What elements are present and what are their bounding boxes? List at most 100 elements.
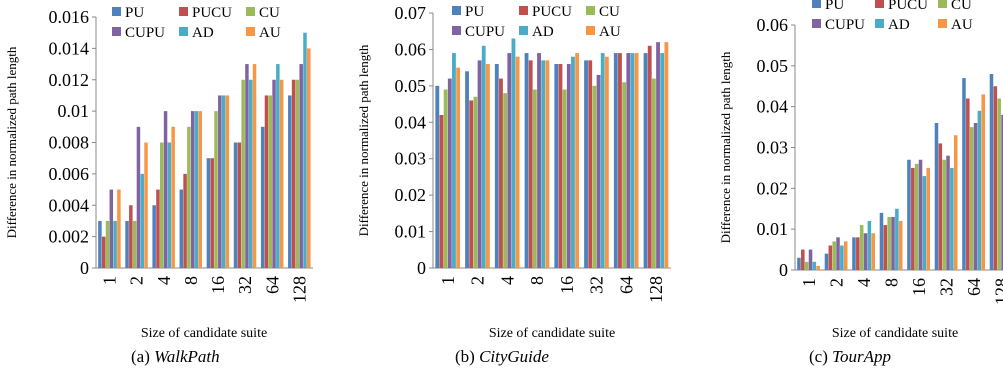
- bar-pu: [554, 64, 559, 268]
- x-tick-label: 64: [262, 276, 282, 294]
- y-tick-label: 0.004: [49, 195, 90, 215]
- bar-pu: [584, 60, 588, 268]
- bar-pu: [206, 158, 211, 268]
- bar-pu: [260, 126, 265, 268]
- caption-c-label: (c): [809, 347, 828, 366]
- y-tick-label: 0: [417, 258, 426, 278]
- legend-label-pu: PU: [825, 0, 844, 13]
- bar-cu: [832, 241, 836, 270]
- bar-cupu: [272, 79, 276, 268]
- bar-cu: [859, 225, 864, 270]
- bar-pu: [797, 257, 801, 270]
- y-tick-label: 0: [779, 260, 788, 280]
- bar-ad: [922, 176, 927, 270]
- bar-au: [456, 67, 461, 268]
- x-tick-label: 16: [208, 276, 228, 294]
- bar-ad: [571, 56, 575, 269]
- bar-ad: [276, 64, 280, 268]
- bar-cu: [214, 111, 218, 269]
- y-tick-label: 0.06: [395, 39, 427, 59]
- y-tick-label: 0.02: [757, 178, 789, 198]
- bar-pu: [962, 78, 966, 270]
- bar-pucu: [618, 53, 622, 268]
- x-tick-label: 8: [181, 276, 201, 285]
- legend-swatch-ad: [179, 27, 188, 36]
- legend-swatch-cupu: [452, 26, 461, 35]
- bar-au: [485, 64, 490, 268]
- y-tick-label: 0.016: [49, 7, 90, 27]
- bar-pu: [824, 253, 829, 270]
- y-tick-label: 0.04: [395, 112, 427, 132]
- bar-ad: [867, 221, 872, 270]
- bar-cu: [105, 220, 110, 268]
- bar-cu: [997, 98, 1001, 270]
- chart-a: 0 0.002 0.004 0.006 0.008 0.01 0.012 0.014 0.016…: [4, 5, 313, 341]
- bar-pucu: [237, 142, 242, 268]
- bar-pucu: [883, 225, 888, 270]
- bar-cu: [268, 95, 273, 268]
- bar-cupu: [973, 123, 978, 270]
- y-tick-label: 0.05: [757, 56, 789, 76]
- y-tick-label: 0: [80, 258, 89, 278]
- bar-cupu: [626, 53, 631, 268]
- bar-pucu: [966, 98, 970, 270]
- bar-ad: [630, 53, 635, 268]
- bar-cupu: [566, 64, 571, 268]
- bar-pu: [288, 95, 292, 268]
- legend-swatch-pucu: [179, 7, 188, 16]
- bar-au: [144, 142, 148, 268]
- bar-cupu: [477, 60, 482, 268]
- bar-ad: [303, 32, 307, 268]
- bar-pucu: [938, 143, 943, 270]
- bar-ad: [600, 53, 605, 268]
- bar-pucu: [210, 158, 214, 268]
- bar-cu: [651, 78, 656, 268]
- bar-cupu: [163, 111, 168, 269]
- bar-ad: [660, 53, 665, 268]
- bar-cupu: [190, 111, 195, 269]
- legend-swatch-cupu: [112, 27, 121, 36]
- bar-cupu: [136, 126, 141, 268]
- bar-cupu: [507, 53, 512, 268]
- bar-cupu: [808, 249, 813, 270]
- bar-au: [898, 221, 903, 270]
- bar-au: [252, 64, 257, 268]
- bar-cupu: [596, 74, 601, 269]
- legend-label-cu: CU: [599, 4, 620, 20]
- bar-au: [634, 53, 639, 268]
- bar-pu: [125, 220, 129, 268]
- bar-au: [843, 241, 848, 270]
- bar-pucu: [469, 100, 474, 269]
- bar-pu: [465, 71, 469, 268]
- bar-cu: [443, 89, 448, 268]
- x-tick-label: 4: [497, 276, 517, 285]
- bar-cu: [160, 142, 164, 268]
- bar-au: [604, 56, 609, 269]
- caption-b-name: CityGuide: [479, 347, 549, 366]
- y-tick-label: 0.05: [395, 76, 427, 96]
- x-tick-label: 32: [587, 276, 607, 294]
- x-tick-label: 32: [235, 276, 255, 294]
- bar-pu: [179, 189, 184, 268]
- bar-pu: [613, 53, 618, 268]
- bar-cu: [132, 220, 137, 268]
- bar-pu: [879, 212, 884, 270]
- legend-swatch-pucu: [519, 6, 528, 15]
- x-tick-label: 2: [468, 276, 488, 285]
- bar-pucu: [183, 173, 187, 269]
- bar-pu: [435, 85, 440, 268]
- x-tick-label: 2: [127, 276, 147, 285]
- bar-au: [664, 42, 669, 268]
- y-tick-label: 0.06: [757, 15, 789, 35]
- caption-c-name: TourApp: [832, 347, 892, 366]
- caption-b-label: (b): [455, 347, 475, 366]
- bar-ad: [840, 245, 844, 270]
- bar-pucu: [856, 237, 860, 270]
- bar-ad: [452, 53, 456, 268]
- y-tick-label: 0.03: [757, 138, 789, 158]
- y-tick-label: 0.01: [395, 222, 427, 242]
- bar-au: [198, 111, 203, 269]
- bar-cu: [942, 159, 946, 270]
- bar-cupu: [109, 189, 114, 268]
- legend-label-pucu: PUCU: [532, 4, 572, 20]
